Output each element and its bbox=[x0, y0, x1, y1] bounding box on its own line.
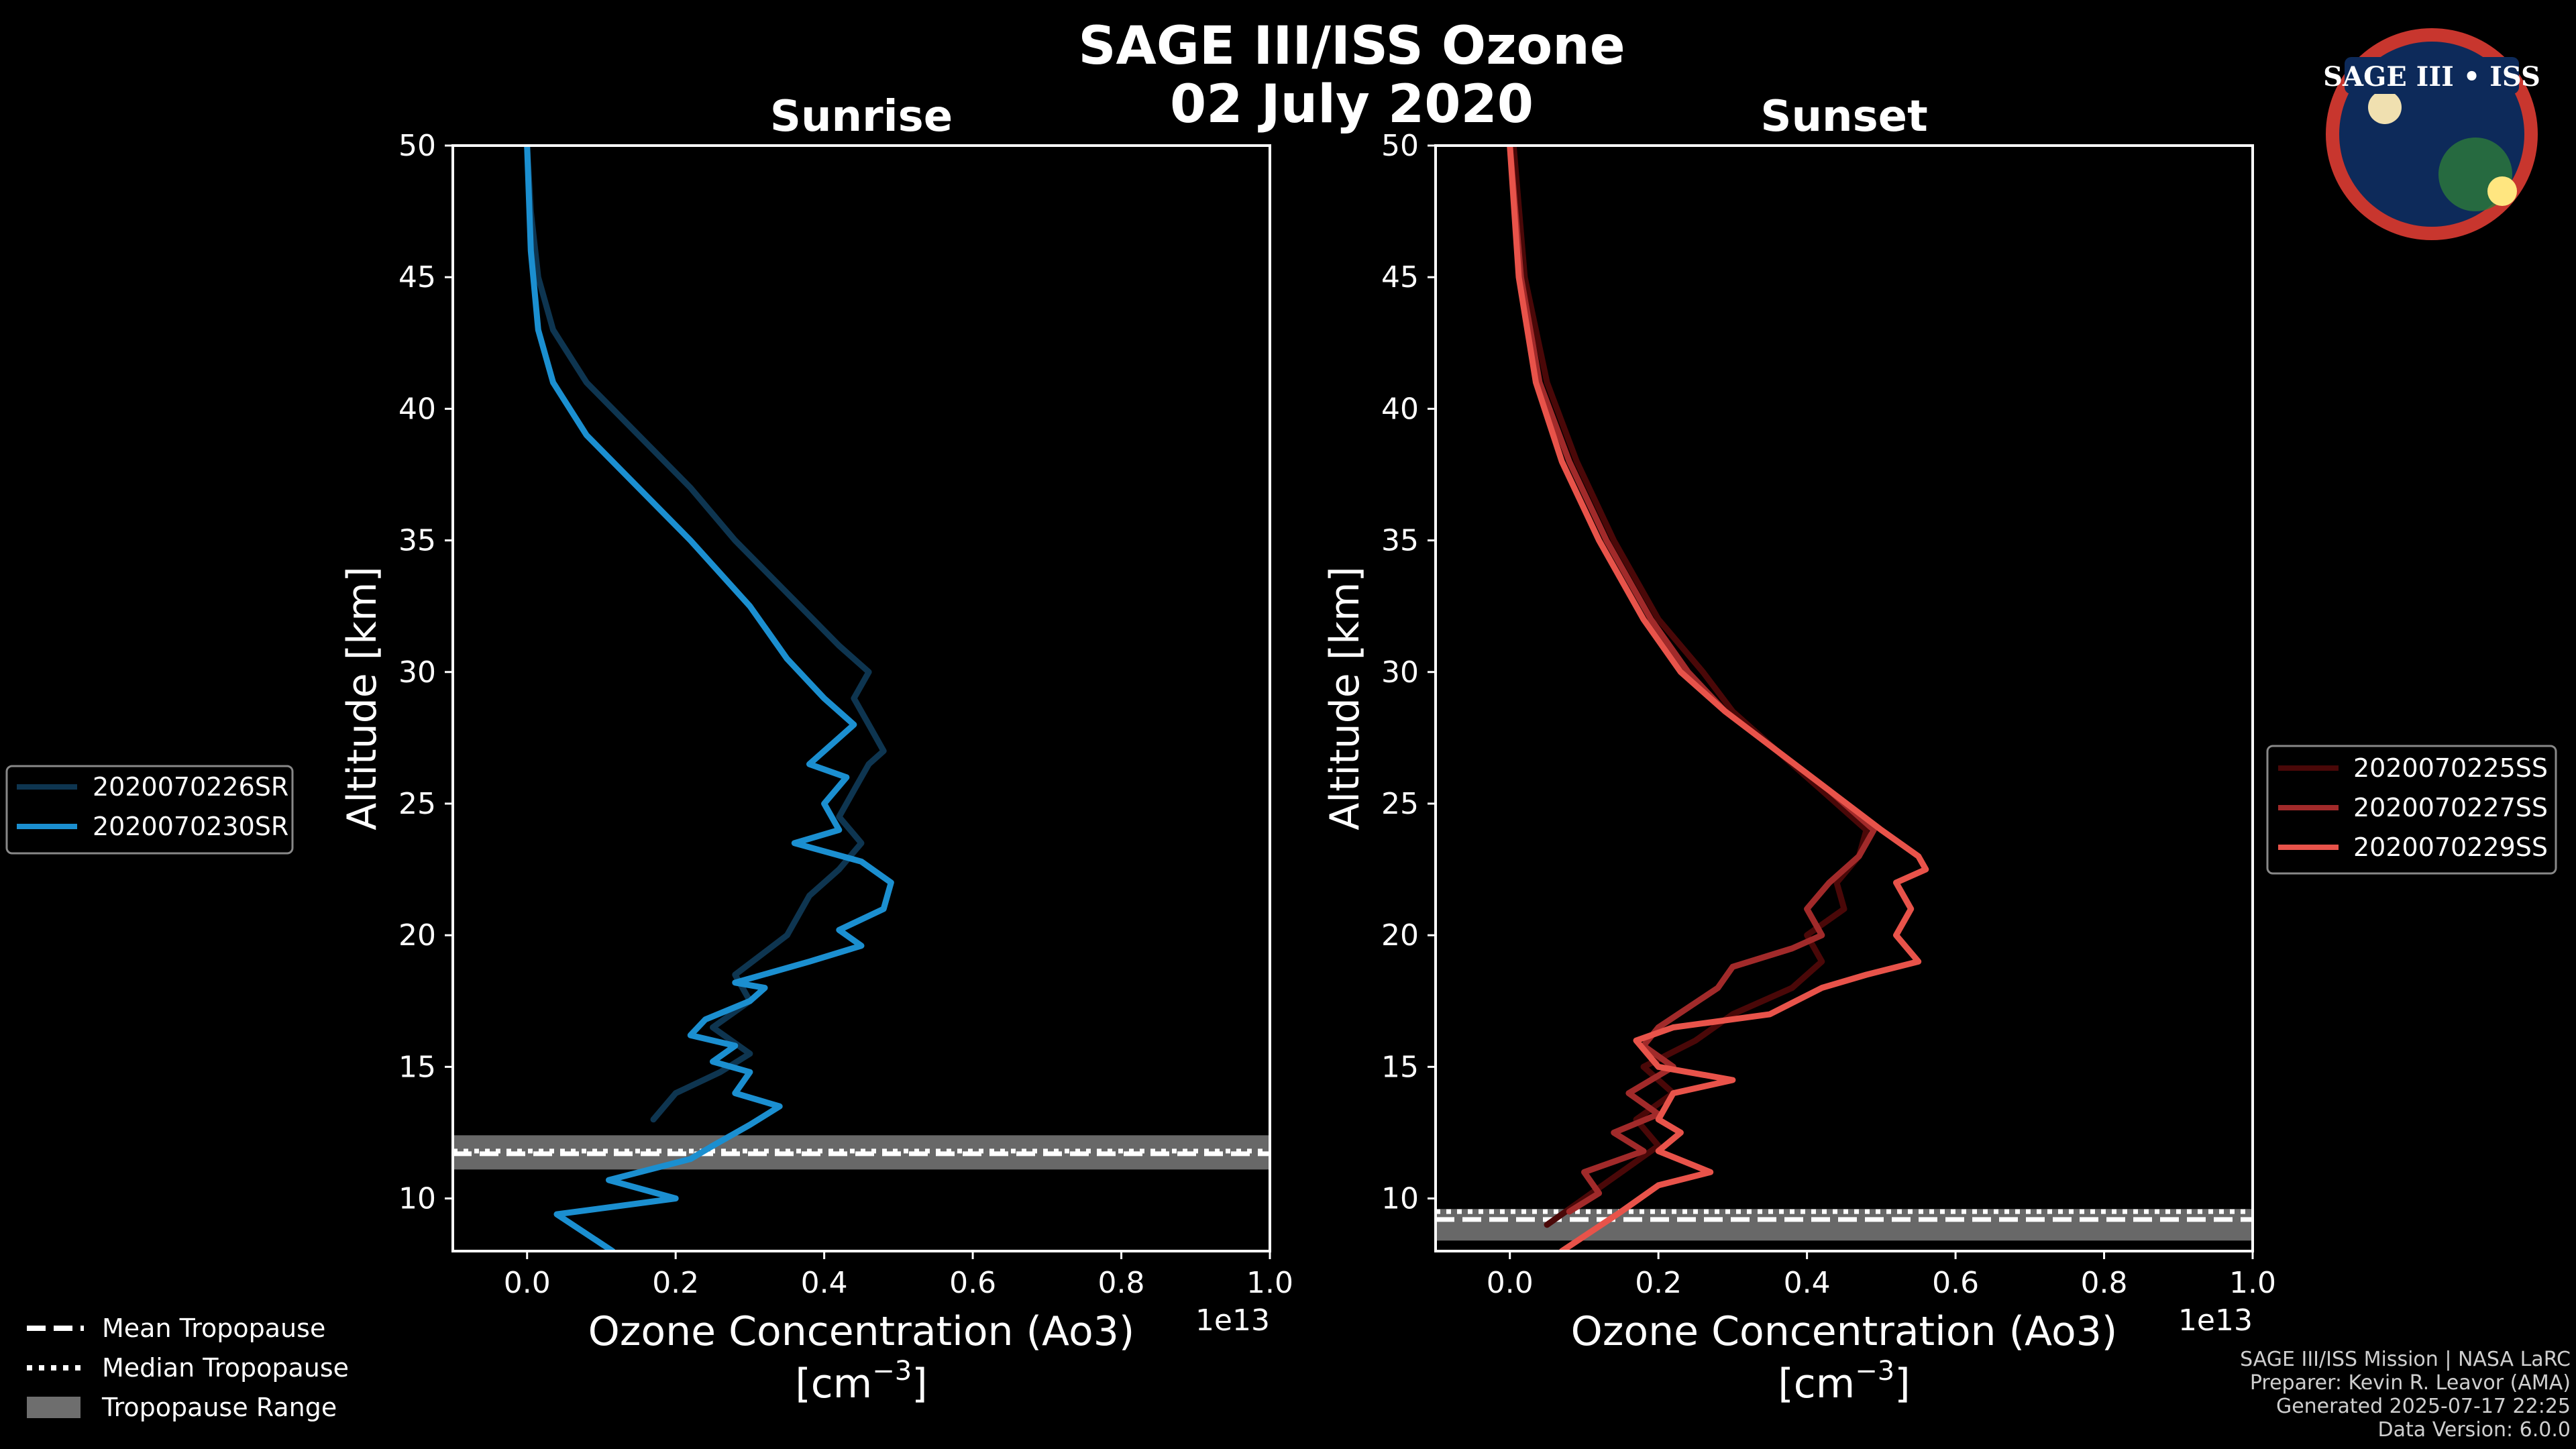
y-tick-label-ss-4: 30 bbox=[1381, 655, 1419, 690]
x-tick-label-ss-5: 1.0 bbox=[2229, 1266, 2276, 1300]
panel-title-ss: Sunset bbox=[1760, 92, 1927, 142]
plot-area-ss bbox=[1436, 146, 2253, 1251]
legend-label-sr-0: 2020070226SR bbox=[93, 772, 288, 802]
y-tick-label-sr-7: 45 bbox=[398, 260, 436, 294]
y-tick-label-ss-0: 10 bbox=[1381, 1182, 1419, 1216]
legend-label-ss-1: 2020070227SS bbox=[2353, 793, 2548, 822]
x-tick-label-sr-3: 0.6 bbox=[949, 1266, 996, 1300]
x-offset-text-ss: 1e13 bbox=[2178, 1303, 2253, 1338]
y-tick-label-sr-3: 25 bbox=[398, 787, 436, 821]
tropopause-range-band-ss bbox=[1436, 1209, 2253, 1241]
x-tick-label-ss-0: 0.0 bbox=[1487, 1266, 1534, 1300]
figure-title-line1: SAGE III/ISS Ozone bbox=[1078, 16, 1625, 76]
x-tick-label-sr-5: 1.0 bbox=[1246, 1266, 1293, 1300]
x-tick-label-sr-1: 0.2 bbox=[652, 1266, 699, 1300]
tropopause-range-label: Tropopause Range bbox=[101, 1393, 337, 1422]
y-tick-label-sr-0: 10 bbox=[398, 1182, 436, 1216]
credit-line-0: SAGE III/ISS Mission | NASA LaRC bbox=[2240, 1348, 2571, 1371]
logo-text: SAGE III • ISS bbox=[2323, 61, 2540, 93]
panel-sunrise: 0.0 0.2 0.4 0.6 0.8 1.0 10 15 20 25 30 35 40 45 50 Sunr… bbox=[339, 92, 1293, 1407]
series-line-2020070227SS bbox=[1507, 146, 1877, 1215]
y-tick-label-ss-8: 50 bbox=[1381, 129, 1419, 163]
x-axis-label-sr: Ozone Concentration (Ao3) bbox=[588, 1308, 1135, 1355]
y-tick-label-ss-3: 25 bbox=[1381, 787, 1419, 821]
x-axis-unit-ss: [cm−3] bbox=[1778, 1356, 1910, 1407]
y-axis-label-sr: Altitude [km] bbox=[339, 566, 386, 830]
panel-sunset: 0.0 0.2 0.4 0.6 0.8 1.0 10 15 20 25 30 35 40 45 50 Suns… bbox=[1322, 92, 2276, 1407]
y-tick-label-sr-5: 35 bbox=[398, 524, 436, 558]
y-tick-label-ss-6: 40 bbox=[1381, 392, 1419, 426]
series-line-2020070225SS bbox=[1510, 146, 1870, 1228]
logo-moon-shape bbox=[2368, 91, 2402, 124]
sage-logo: SAGE III • ISS bbox=[2323, 28, 2540, 240]
panel-title-sr: Sunrise bbox=[770, 92, 953, 142]
sunset-legend-frame bbox=[2266, 745, 2557, 875]
plot-area-sr bbox=[453, 146, 1270, 1251]
x-tick-label-sr-4: 0.8 bbox=[1098, 1266, 1145, 1300]
y-tick-label-ss-1: 15 bbox=[1381, 1050, 1419, 1084]
credit-line-3: Data Version: 6.0.0 bbox=[2378, 1418, 2571, 1442]
x-tick-label-sr-0: 0.0 bbox=[504, 1266, 551, 1300]
x-tick-label-sr-2: 0.4 bbox=[801, 1266, 848, 1300]
logo-sun-shape bbox=[2487, 176, 2517, 206]
y-tick-label-ss-2: 20 bbox=[1381, 918, 1419, 953]
series-line-2020070229SS bbox=[1507, 146, 1929, 1251]
credit-line-2: Generated 2025-07-17 22:25 bbox=[2276, 1395, 2571, 1418]
credit-line-1: Preparer: Kevin R. Leavor (AMA) bbox=[2250, 1371, 2571, 1395]
y-tick-label-sr-8: 50 bbox=[398, 129, 436, 163]
y-tick-label-ss-7: 45 bbox=[1381, 260, 1419, 294]
x-tick-label-ss-3: 0.6 bbox=[1932, 1266, 1979, 1300]
legend-label-ss-0: 2020070225SS bbox=[2353, 753, 2548, 783]
legend-label-sr-1: 2020070230SR bbox=[93, 812, 288, 841]
x-offset-text-sr: 1e13 bbox=[1195, 1303, 1270, 1338]
x-tick-label-ss-2: 0.4 bbox=[1784, 1266, 1831, 1300]
credits: SAGE III/ISS Mission | NASA LaRC Prepare… bbox=[2240, 1348, 2571, 1442]
sunset-legend: 2020070225SS 2020070227SS 2020070229SS bbox=[2266, 745, 2557, 875]
y-tick-label-sr-1: 15 bbox=[398, 1050, 436, 1084]
tropopause-legend: Mean Tropopause Median Tropopause Tropop… bbox=[27, 1313, 349, 1422]
y-axis-label-ss: Altitude [km] bbox=[1322, 566, 1368, 830]
x-axis-unit-sr: [cm−3] bbox=[795, 1356, 927, 1407]
y-tick-label-sr-2: 20 bbox=[398, 918, 436, 953]
legend-label-ss-2: 2020070229SS bbox=[2353, 833, 2548, 862]
figure-title-line2: 02 July 2020 bbox=[1170, 74, 1534, 135]
logo-banner bbox=[2345, 57, 2519, 94]
axes-frame-sr bbox=[451, 144, 1271, 1252]
x-tick-label-ss-1: 0.2 bbox=[1635, 1266, 1682, 1300]
mean-tropopause-label: Mean Tropopause bbox=[102, 1313, 325, 1343]
x-tick-label-ss-4: 0.8 bbox=[2081, 1266, 2128, 1300]
sunrise-legend: 2020070226SR 2020070230SR bbox=[5, 765, 294, 855]
tropopause-range-swatch bbox=[27, 1397, 80, 1418]
series-line-2020070226SR bbox=[524, 146, 887, 1123]
y-tick-label-sr-4: 30 bbox=[398, 655, 436, 690]
median-tropopause-label: Median Tropopause bbox=[102, 1353, 349, 1383]
x-axis-label-ss: Ozone Concentration (Ao3) bbox=[1571, 1308, 2118, 1355]
series-line-2020070230SR bbox=[524, 146, 894, 1251]
y-tick-label-sr-6: 40 bbox=[398, 392, 436, 426]
sunrise-legend-frame bbox=[5, 765, 294, 855]
axes-frame-ss bbox=[1434, 144, 2254, 1252]
y-tick-label-ss-5: 35 bbox=[1381, 524, 1419, 558]
